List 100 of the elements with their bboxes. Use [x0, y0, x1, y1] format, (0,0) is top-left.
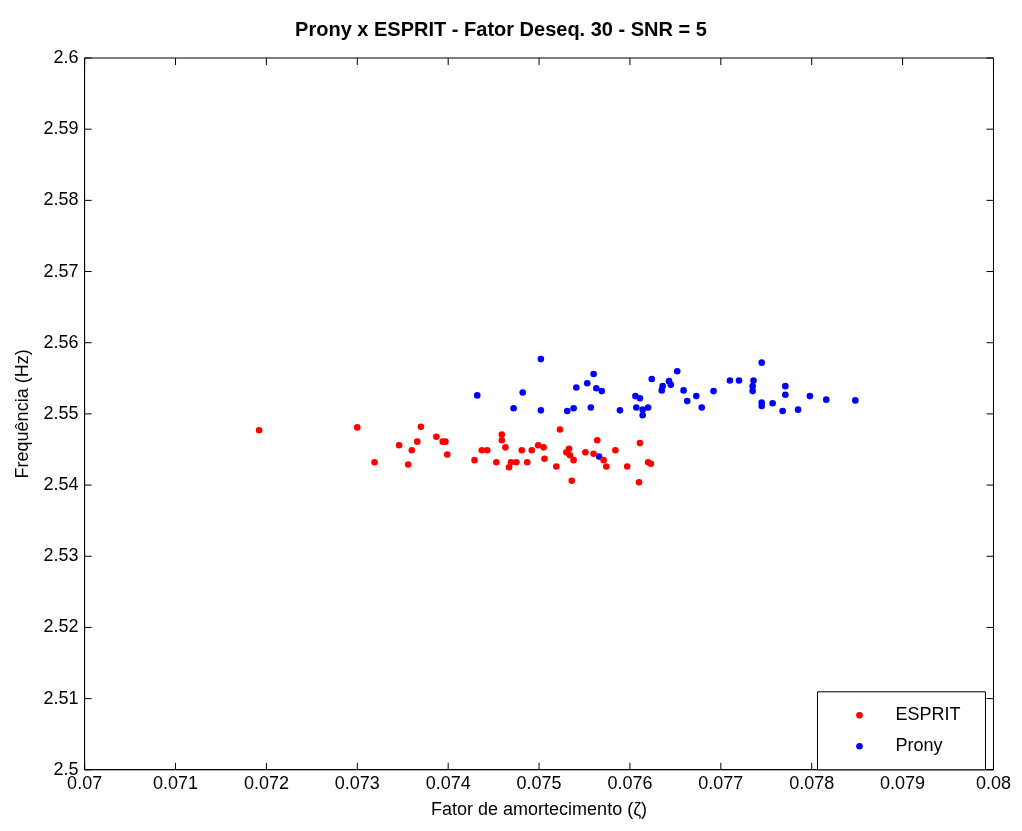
- point: [758, 359, 766, 366]
- point: [556, 426, 564, 433]
- point: [648, 375, 656, 383]
- point: [616, 407, 624, 414]
- point: [502, 444, 509, 451]
- x-tick-label: 0.075: [516, 772, 562, 793]
- point: [750, 377, 757, 384]
- point: [473, 392, 481, 399]
- point: [498, 431, 506, 438]
- point: [471, 456, 478, 464]
- point: [408, 446, 416, 454]
- point: [570, 456, 577, 464]
- point: [353, 424, 361, 431]
- point: [749, 387, 756, 395]
- point: [644, 404, 652, 411]
- point: [667, 381, 675, 389]
- point: [852, 397, 859, 404]
- point: [782, 391, 789, 398]
- point: [593, 384, 600, 392]
- point: [498, 436, 506, 444]
- point: [568, 477, 576, 485]
- y-tick-label: 2.53: [43, 545, 79, 566]
- y-tick-label: 2.57: [43, 260, 79, 281]
- point: [600, 456, 607, 464]
- legend-label: ESPRIT: [895, 704, 961, 725]
- chart-title: Prony x ESPRIT - Fator Deseq. 30 - SNR = 5: [295, 17, 707, 40]
- point: [782, 382, 789, 390]
- point: [806, 392, 814, 400]
- point: [673, 367, 681, 375]
- x-tick-label: 0.078: [789, 772, 835, 793]
- legend-label: Prony: [895, 735, 943, 756]
- point: [553, 463, 560, 470]
- y-tick-label: 2.6: [53, 46, 79, 67]
- x-tick-label: 0.071: [152, 772, 199, 793]
- point: [404, 461, 412, 468]
- point: [598, 387, 606, 395]
- point: [518, 446, 526, 454]
- point: [623, 463, 631, 470]
- x-tick-label: 0.076: [607, 772, 653, 793]
- point: [563, 407, 571, 415]
- point: [507, 459, 515, 466]
- point: [395, 441, 403, 449]
- point: [636, 394, 644, 402]
- x-tick-label: 0.077: [698, 772, 744, 793]
- point: [779, 407, 786, 415]
- point: [528, 446, 536, 454]
- point: [541, 455, 548, 463]
- point: [513, 459, 520, 466]
- x-axis-title: Fator de amortecimento (ζ): [431, 799, 648, 820]
- point: [735, 377, 743, 384]
- point: [659, 382, 666, 390]
- point: [413, 438, 421, 445]
- point: [510, 404, 517, 412]
- point: [417, 423, 425, 431]
- point: [710, 387, 717, 395]
- point: [371, 459, 378, 466]
- point: [698, 404, 706, 411]
- point: [587, 404, 595, 411]
- point: [493, 459, 500, 466]
- point: [612, 446, 619, 454]
- point: [593, 436, 601, 444]
- point: [692, 392, 700, 400]
- point: [537, 355, 545, 363]
- point: [537, 407, 545, 414]
- point: [443, 451, 451, 458]
- point: [583, 379, 591, 387]
- point: [639, 412, 646, 419]
- point: [595, 453, 603, 460]
- point: [769, 399, 776, 407]
- point: [582, 449, 589, 456]
- point: [566, 451, 574, 459]
- point: [534, 441, 542, 449]
- x-tick-label: 0.072: [243, 772, 289, 793]
- y-axis-title: Frequência (Hz): [11, 349, 32, 479]
- y-tick-label: 2.55: [43, 402, 79, 423]
- point: [573, 384, 580, 391]
- x-tick-label: 0.079: [880, 772, 926, 793]
- point: [540, 444, 547, 451]
- point: [255, 426, 263, 434]
- point: [822, 396, 830, 403]
- point: [523, 459, 531, 466]
- point: [636, 439, 644, 447]
- point: [633, 404, 640, 411]
- x-tick-label: 0.08: [975, 772, 1012, 793]
- y-tick-label: 2.52: [43, 616, 79, 637]
- y-tick-label: 2.59: [43, 118, 79, 139]
- point: [726, 377, 734, 384]
- point: [565, 445, 573, 453]
- y-tick-label: 2.51: [43, 687, 79, 708]
- point: [519, 389, 526, 396]
- x-tick-label: 0.074: [425, 772, 471, 793]
- point: [794, 406, 802, 413]
- point: [570, 404, 577, 412]
- point: [635, 478, 643, 486]
- point: [603, 463, 610, 470]
- y-tick-label: 2.54: [43, 474, 79, 495]
- y-tick-label: 2.56: [43, 331, 79, 352]
- point: [433, 433, 440, 440]
- y-tick-label: 2.58: [43, 189, 79, 210]
- point: [590, 450, 597, 458]
